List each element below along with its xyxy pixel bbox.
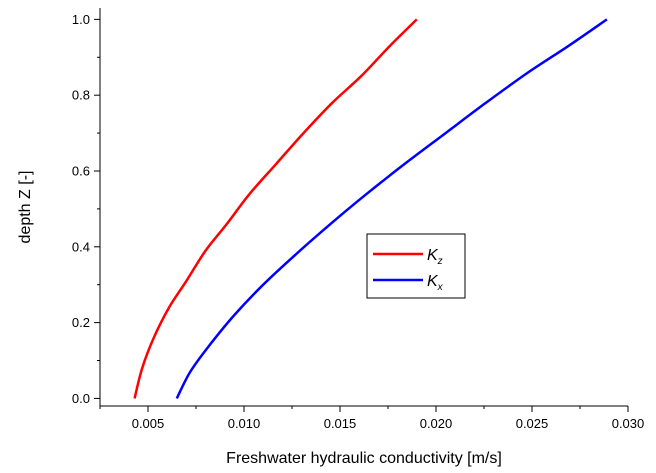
y-tick-label: 0.8 [72, 88, 90, 103]
y-axis-label: depth Z [-] [17, 171, 34, 244]
y-tick-label: 0.6 [72, 163, 90, 178]
x-tick-label: 0.005 [132, 416, 165, 431]
y-tick-label: 1.0 [72, 12, 90, 27]
ticks: 0.005 0.010 0.015 0.020 0.025 0.030 0.0 0.2 0.4 0… [72, 12, 644, 431]
legend-box [366, 233, 466, 299]
axes [99, 8, 628, 407]
y-tick-label: 0.2 [72, 315, 90, 330]
x-axis-label: Freshwater hydraulic conductivity [m/s] [226, 450, 502, 467]
series-lines [133, 18, 608, 399]
x-tick-label: 0.020 [420, 416, 453, 431]
x-tick-label: 0.030 [612, 416, 645, 431]
series-line-Kz [133, 18, 418, 399]
x-tick-label: 0.025 [516, 416, 549, 431]
legend-label-Kz: Kz [427, 247, 443, 267]
series-line-Kx [175, 18, 608, 399]
y-tick-label: 0.4 [72, 239, 90, 254]
legend: Kz Kx [366, 233, 466, 299]
y-tick-label: 0.0 [72, 391, 90, 406]
legend-label-Kx: Kx [427, 273, 444, 293]
x-tick-label: 0.015 [324, 416, 357, 431]
x-tick-label: 0.010 [228, 416, 261, 431]
